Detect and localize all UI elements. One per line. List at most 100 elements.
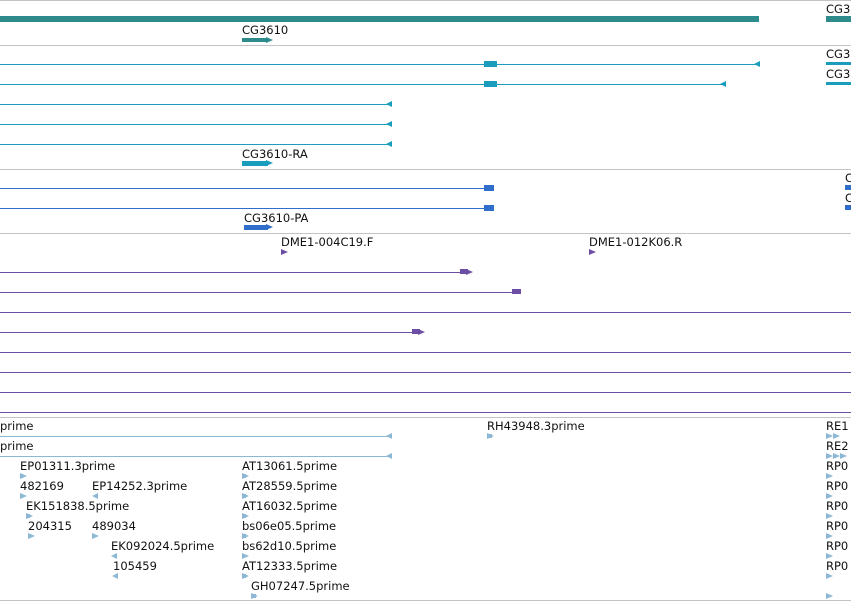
feature-label: RE1 xyxy=(826,419,849,433)
track-separator xyxy=(0,417,851,418)
transcript-exon[interactable] xyxy=(484,61,497,67)
feature-label: GH07247.5prime xyxy=(251,579,350,593)
clone-line[interactable] xyxy=(0,312,851,313)
clone-block[interactable] xyxy=(412,329,420,334)
arrow-right-icon xyxy=(266,37,273,43)
arrow-right-icon xyxy=(28,533,35,539)
arrow-right-icon xyxy=(281,249,288,255)
feature-label: CG3610 xyxy=(242,23,289,37)
feature-label: CG3 xyxy=(826,2,851,16)
feature-label: EK151838.5prime xyxy=(26,499,130,513)
protein-block[interactable] xyxy=(484,185,494,191)
clone-block[interactable] xyxy=(460,269,468,274)
arrow-right-icon xyxy=(92,533,99,539)
track-separator xyxy=(0,0,851,1)
clone-line[interactable] xyxy=(0,372,851,373)
protein-block[interactable] xyxy=(484,205,494,211)
arrow-left-icon xyxy=(720,81,726,87)
feature-label: prime xyxy=(0,439,34,453)
feature-label: AT28559.5prime xyxy=(242,479,338,493)
feature-label: bs62d10.5prime xyxy=(242,539,337,553)
est-block[interactable] xyxy=(20,494,23,498)
clone-block[interactable] xyxy=(512,289,521,294)
clone-line[interactable] xyxy=(0,272,466,273)
feature-label: CG3 xyxy=(826,67,851,81)
clone-line[interactable] xyxy=(0,332,418,333)
feature-label: CG3 xyxy=(826,47,851,61)
feature-label: 482169 xyxy=(20,479,64,493)
transcript-line[interactable] xyxy=(0,144,392,145)
feature-label: RP0 xyxy=(826,479,849,493)
est-block[interactable] xyxy=(26,514,30,518)
transcript-exon[interactable] xyxy=(484,81,497,87)
clone-line[interactable] xyxy=(0,412,851,413)
est-block[interactable] xyxy=(242,474,246,478)
protein-block[interactable] xyxy=(244,225,268,230)
gene-model-bar[interactable] xyxy=(0,16,759,22)
arrow-left-icon xyxy=(111,553,117,559)
transcript-exon[interactable] xyxy=(826,62,851,65)
est-block[interactable] xyxy=(20,474,23,478)
arrow-left-icon xyxy=(92,493,98,499)
clone-line[interactable] xyxy=(0,352,851,353)
arrow-left-icon xyxy=(386,433,392,439)
feature-label: AT12333.5prime xyxy=(242,559,338,573)
protein-line[interactable] xyxy=(0,188,489,189)
feature-label: RP0 xyxy=(826,539,849,553)
feature-label: RP0 xyxy=(826,459,849,473)
transcript-exon[interactable] xyxy=(826,82,851,85)
arrow-right-icon xyxy=(840,453,847,459)
feature-label: EK092024.5prime xyxy=(111,539,215,553)
clone-line[interactable] xyxy=(0,292,516,293)
arrow-right-icon xyxy=(826,473,833,479)
est-block[interactable] xyxy=(242,494,246,498)
protein-block[interactable] xyxy=(845,205,851,210)
est-block[interactable] xyxy=(251,594,256,598)
arrow-right-icon xyxy=(826,533,833,539)
est-block[interactable] xyxy=(242,514,246,518)
feature-label: 105459 xyxy=(113,559,157,573)
feature-label: 204315 xyxy=(28,519,72,533)
est-line[interactable] xyxy=(0,456,391,457)
arrow-right-icon xyxy=(826,433,833,439)
feature-label: RP0 xyxy=(826,519,849,533)
protein-line[interactable] xyxy=(0,208,489,209)
track-separator xyxy=(0,169,851,170)
arrow-left-icon xyxy=(386,101,392,107)
feature-label: RH43948.3prime xyxy=(487,419,585,433)
clone-line[interactable] xyxy=(0,392,851,393)
protein-block[interactable] xyxy=(845,185,851,190)
transcript-line[interactable] xyxy=(0,104,392,105)
arrow-right-icon xyxy=(826,513,833,519)
gene-model-bar[interactable] xyxy=(242,38,268,42)
feature-label: EP01311.3prime xyxy=(20,459,116,473)
transcript-exon[interactable] xyxy=(242,161,268,166)
transcript-line[interactable] xyxy=(0,84,724,85)
feature-label: RE2 xyxy=(826,439,849,453)
transcript-line[interactable] xyxy=(0,64,758,65)
arrow-left-icon xyxy=(112,573,118,579)
transcript-line[interactable] xyxy=(0,124,392,125)
arrow-right-icon xyxy=(833,453,840,459)
arrow-right-icon xyxy=(826,493,833,499)
arrow-right-icon xyxy=(418,329,425,335)
track-separator xyxy=(0,233,851,234)
gene-model-bar[interactable] xyxy=(826,16,851,22)
est-block[interactable] xyxy=(242,534,246,538)
arrow-left-icon xyxy=(386,141,392,147)
feature-label: AT16032.5prime xyxy=(242,499,338,513)
arrow-left-icon xyxy=(386,121,392,127)
feature-label: C xyxy=(845,171,851,185)
est-block[interactable] xyxy=(242,574,246,578)
feature-label: prime xyxy=(0,419,34,433)
feature-label: RP0 xyxy=(826,559,849,573)
arrow-right-icon xyxy=(833,433,840,439)
feature-label: 489034 xyxy=(92,519,136,533)
feature-label: bs06e05.5prime xyxy=(242,519,337,533)
arrow-right-icon xyxy=(826,453,833,459)
est-line[interactable] xyxy=(0,436,391,437)
arrow-right-icon xyxy=(266,160,273,166)
feature-label: CG3610-PA xyxy=(244,211,309,225)
est-block[interactable] xyxy=(487,434,492,438)
